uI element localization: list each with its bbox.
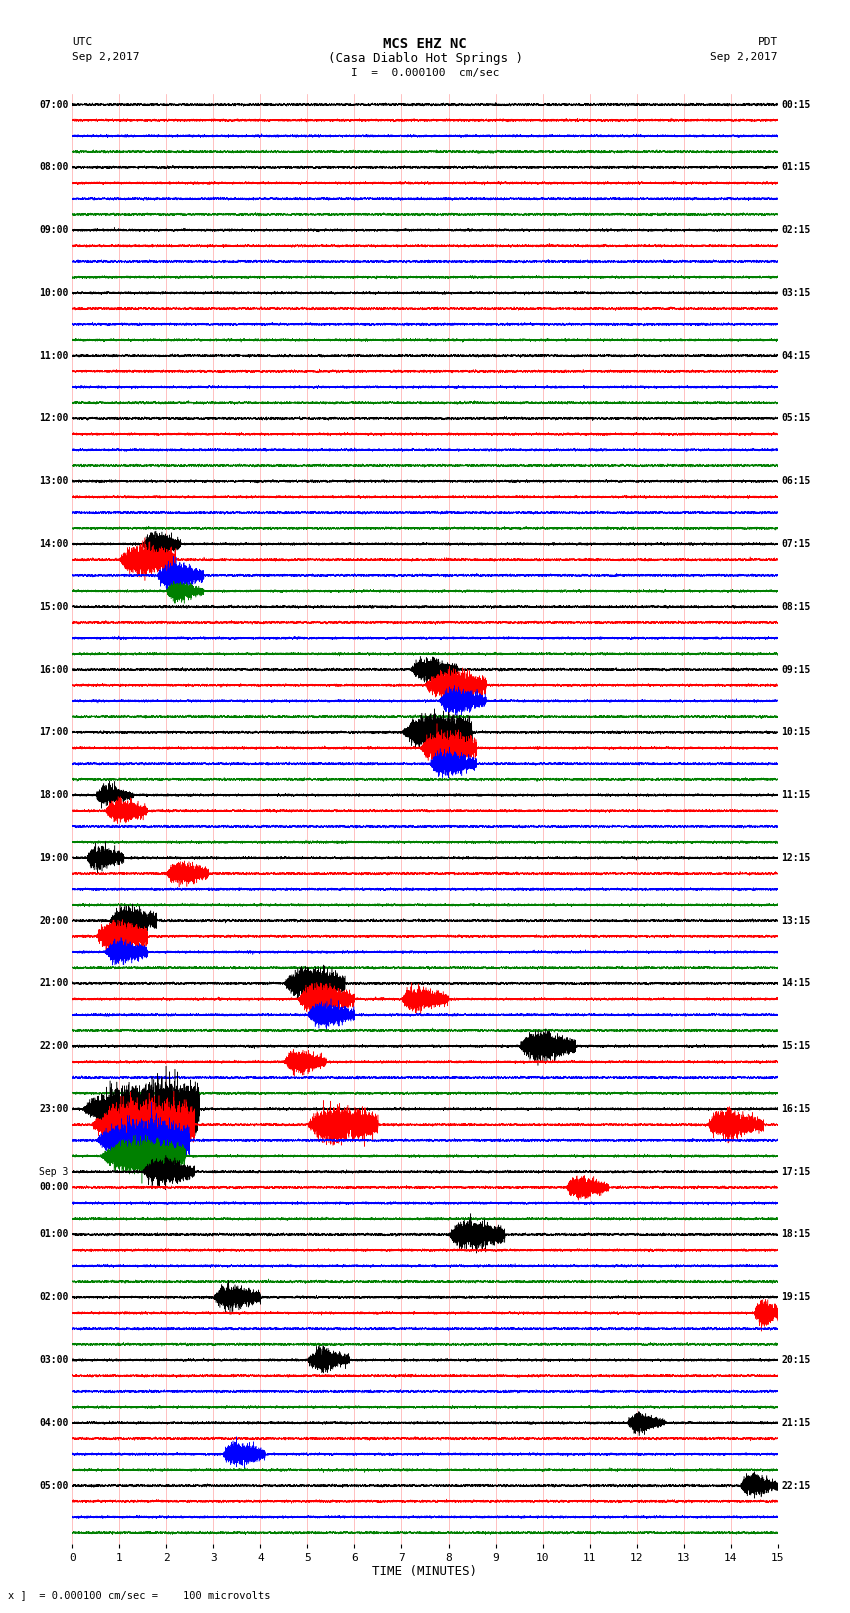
Text: 09:15: 09:15 — [781, 665, 811, 674]
Text: 16:15: 16:15 — [781, 1103, 811, 1115]
Text: 08:15: 08:15 — [781, 602, 811, 611]
Text: 12:15: 12:15 — [781, 853, 811, 863]
Text: 17:15: 17:15 — [781, 1166, 811, 1177]
Text: 14:00: 14:00 — [39, 539, 69, 548]
Text: Sep 2,2017: Sep 2,2017 — [72, 52, 139, 61]
Text: Sep 3: Sep 3 — [39, 1166, 69, 1177]
Text: 11:15: 11:15 — [781, 790, 811, 800]
Text: 09:00: 09:00 — [39, 226, 69, 235]
Text: 17:00: 17:00 — [39, 727, 69, 737]
Text: 08:00: 08:00 — [39, 163, 69, 173]
Text: 01:15: 01:15 — [781, 163, 811, 173]
Text: 12:00: 12:00 — [39, 413, 69, 423]
Text: UTC: UTC — [72, 37, 93, 47]
Text: 20:15: 20:15 — [781, 1355, 811, 1365]
Text: 07:00: 07:00 — [39, 100, 69, 110]
Text: 16:00: 16:00 — [39, 665, 69, 674]
Text: 22:00: 22:00 — [39, 1040, 69, 1052]
Text: 03:00: 03:00 — [39, 1355, 69, 1365]
Text: 02:15: 02:15 — [781, 226, 811, 235]
Text: 03:15: 03:15 — [781, 287, 811, 298]
Text: 19:15: 19:15 — [781, 1292, 811, 1302]
Text: 19:00: 19:00 — [39, 853, 69, 863]
Text: 05:15: 05:15 — [781, 413, 811, 423]
Text: PDT: PDT — [757, 37, 778, 47]
Text: 02:00: 02:00 — [39, 1292, 69, 1302]
Text: 13:00: 13:00 — [39, 476, 69, 486]
Text: 23:00: 23:00 — [39, 1103, 69, 1115]
Text: 21:15: 21:15 — [781, 1418, 811, 1428]
Text: 01:00: 01:00 — [39, 1229, 69, 1239]
Text: 00:00: 00:00 — [39, 1182, 69, 1192]
Text: I  =  0.000100  cm/sec: I = 0.000100 cm/sec — [351, 68, 499, 77]
X-axis label: TIME (MINUTES): TIME (MINUTES) — [372, 1566, 478, 1579]
Text: 15:00: 15:00 — [39, 602, 69, 611]
Text: 11:00: 11:00 — [39, 350, 69, 361]
Text: 13:15: 13:15 — [781, 916, 811, 926]
Text: 00:15: 00:15 — [781, 100, 811, 110]
Text: 14:15: 14:15 — [781, 979, 811, 989]
Text: 21:00: 21:00 — [39, 979, 69, 989]
Text: (Casa Diablo Hot Springs ): (Casa Diablo Hot Springs ) — [327, 52, 523, 65]
Text: x ]  = 0.000100 cm/sec =    100 microvolts: x ] = 0.000100 cm/sec = 100 microvolts — [8, 1590, 271, 1600]
Text: 10:15: 10:15 — [781, 727, 811, 737]
Text: Sep 2,2017: Sep 2,2017 — [711, 52, 778, 61]
Text: 06:15: 06:15 — [781, 476, 811, 486]
Text: 15:15: 15:15 — [781, 1040, 811, 1052]
Text: 05:00: 05:00 — [39, 1481, 69, 1490]
Text: 20:00: 20:00 — [39, 916, 69, 926]
Text: 22:15: 22:15 — [781, 1481, 811, 1490]
Text: 10:00: 10:00 — [39, 287, 69, 298]
Text: MCS EHZ NC: MCS EHZ NC — [383, 37, 467, 52]
Text: 07:15: 07:15 — [781, 539, 811, 548]
Text: 04:00: 04:00 — [39, 1418, 69, 1428]
Text: 04:15: 04:15 — [781, 350, 811, 361]
Text: 18:15: 18:15 — [781, 1229, 811, 1239]
Text: 18:00: 18:00 — [39, 790, 69, 800]
